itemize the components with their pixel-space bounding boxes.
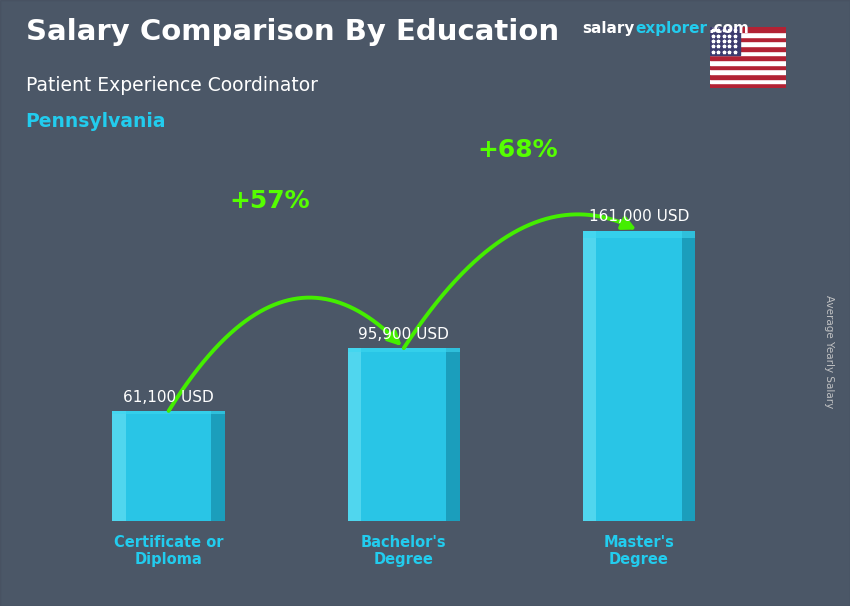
Bar (710, 74, 786, 79)
Bar (582, 231, 596, 521)
Bar (112, 411, 225, 521)
Bar (710, 79, 786, 83)
Text: Pennsylvania: Pennsylvania (26, 112, 166, 131)
Bar (348, 348, 460, 353)
Bar (710, 41, 786, 46)
Bar (710, 36, 786, 41)
Bar (112, 411, 225, 414)
Bar (348, 348, 361, 521)
Text: .com: .com (708, 21, 749, 36)
Text: Patient Experience Coordinator: Patient Experience Coordinator (26, 76, 318, 95)
Bar (446, 348, 460, 521)
Bar (710, 27, 740, 55)
Bar (710, 83, 786, 88)
Bar (212, 411, 225, 521)
Text: 61,100 USD: 61,100 USD (123, 390, 214, 405)
Text: 95,900 USD: 95,900 USD (359, 327, 449, 342)
Bar (710, 46, 786, 50)
Bar (582, 231, 695, 238)
Text: Salary Comparison By Education: Salary Comparison By Education (26, 18, 558, 46)
Text: 161,000 USD: 161,000 USD (589, 210, 689, 224)
Bar (112, 411, 126, 521)
Bar (710, 27, 786, 32)
Text: +57%: +57% (230, 189, 310, 213)
Bar (682, 231, 695, 521)
Bar (582, 231, 695, 521)
Text: Average Yearly Salary: Average Yearly Salary (824, 295, 834, 408)
Bar (710, 55, 786, 60)
Bar (710, 32, 786, 36)
Bar (710, 69, 786, 74)
Bar (710, 65, 786, 69)
Bar (710, 50, 786, 55)
Text: +68%: +68% (477, 138, 558, 162)
Text: explorer: explorer (636, 21, 708, 36)
Text: salary: salary (582, 21, 635, 36)
Bar (348, 348, 460, 521)
Bar (710, 60, 786, 65)
